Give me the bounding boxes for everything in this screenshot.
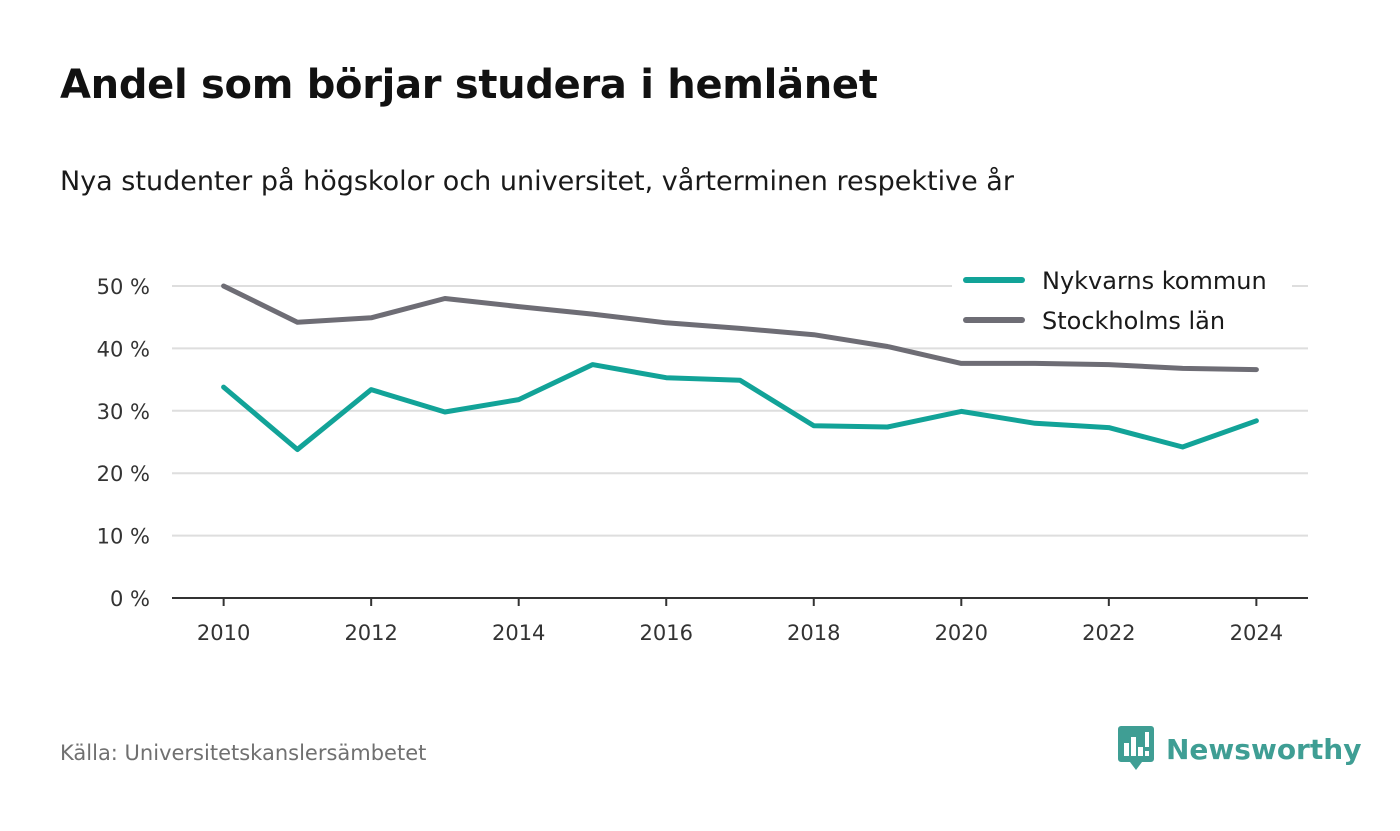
brand-name: Newsworthy: [1166, 732, 1362, 766]
y-tick-label: 20 %: [97, 462, 150, 486]
legend-label-2: Stockholms län: [1042, 307, 1225, 335]
legend-label-1: Nykvarns kommun: [1042, 267, 1267, 295]
y-tick-label: 30 %: [97, 400, 150, 424]
newsworthy-logo-icon: [1118, 726, 1154, 770]
y-tick-label: 0 %: [110, 587, 150, 611]
legend-background: [952, 262, 1292, 346]
x-tick-label: 2014: [492, 621, 545, 645]
x-tick-label: 2022: [1082, 621, 1135, 645]
chart-title: Andel som börjar studera i hemlänet: [60, 62, 878, 108]
x-tick-label: 2024: [1230, 621, 1283, 645]
y-tick-label: 10 %: [97, 525, 150, 549]
data-series: [221, 283, 1259, 452]
y-tick-label: 50 %: [97, 275, 150, 299]
x-tick-label: 2010: [197, 621, 250, 645]
series-line-1: [221, 362, 1259, 452]
axes: 0 % 10 % 20 % 30 % 40 % 50 % 2010 2012 2014 2016 2…: [97, 275, 1308, 645]
x-tick-label: 2020: [935, 621, 988, 645]
x-tick-label: 2018: [787, 621, 840, 645]
x-tick-label: 2016: [640, 621, 693, 645]
legend: Nykvarns kommun Stockholms län: [952, 262, 1292, 346]
y-tick-label: 40 %: [97, 337, 150, 361]
source-note: Källa: Universitetskanslersämbetet: [60, 741, 427, 765]
brand-logo: Newsworthy: [1118, 726, 1361, 772]
series-line-2: [221, 283, 1259, 373]
chart-subtitle: Nya studenter på högskolor och universit…: [60, 166, 1014, 197]
x-tick-label: 2012: [344, 621, 397, 645]
